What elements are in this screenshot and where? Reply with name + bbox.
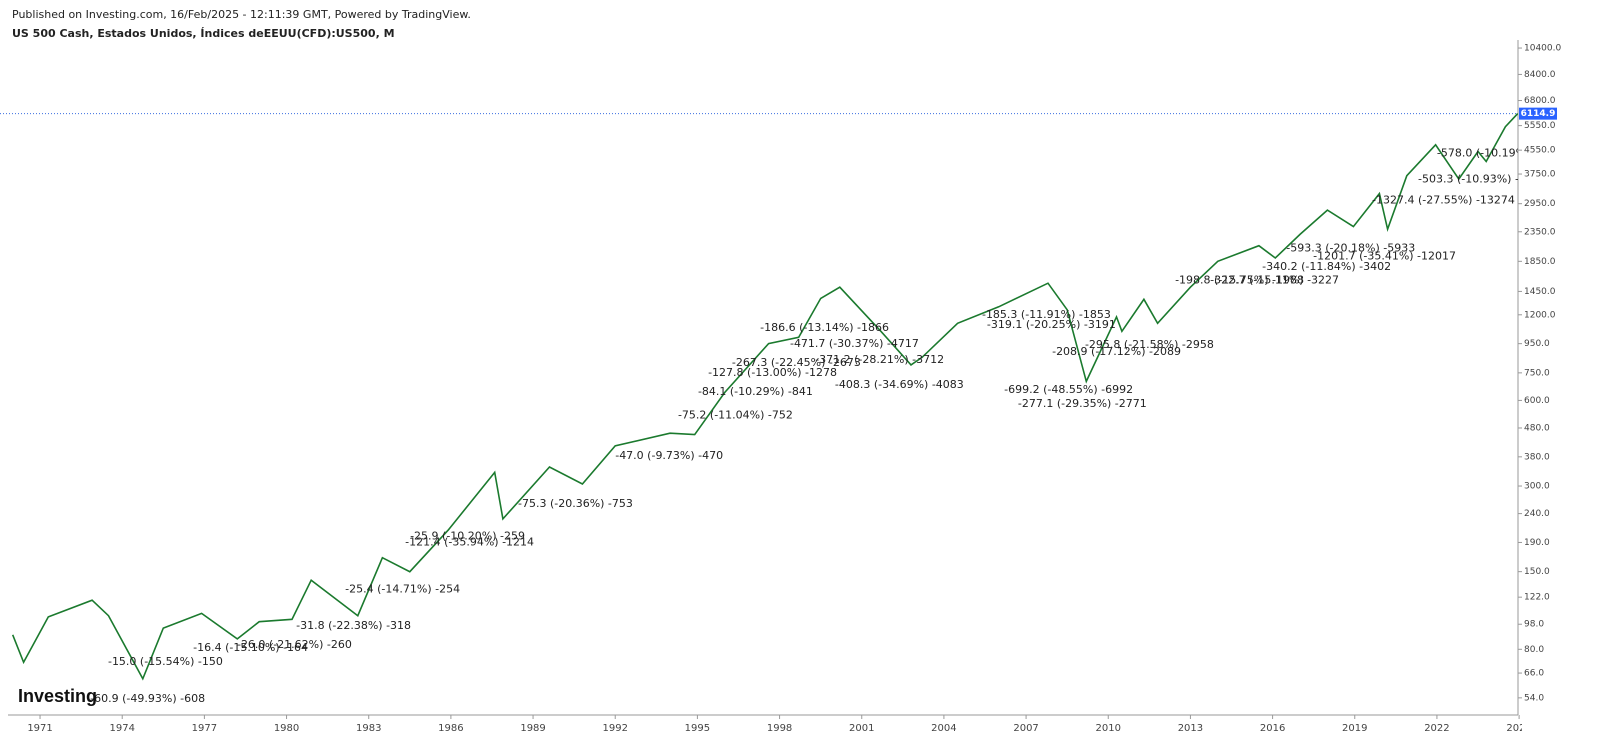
y-tick-label: 1450.0 <box>1524 287 1556 297</box>
x-tick-label: 2025 <box>1506 723 1531 734</box>
x-tick-label: 1971 <box>27 723 52 734</box>
drawdown-annotation: -277.1 (-29.35%) -2771 <box>1018 397 1147 410</box>
y-tick-label: 750.0 <box>1524 368 1550 378</box>
y-tick-label: 380.0 <box>1524 452 1550 462</box>
drawdown-annotation: -60.9 (-49.93%) -608 <box>90 692 205 705</box>
drawdown-annotation: -84.1 (-10.29%) -841 <box>698 385 813 398</box>
y-tick-label: 122.0 <box>1524 593 1550 603</box>
drawdown-annotation: -127.8 (-13.00%) -1278 <box>708 366 837 379</box>
drawdown-annotation: -1327.4 (-27.55%) -13274 <box>1372 194 1515 207</box>
x-tick-label: 1992 <box>603 723 628 734</box>
logo: Investing <box>18 686 97 706</box>
y-tick-label: 3750.0 <box>1524 170 1556 180</box>
drawdown-annotation: -16.4 (-15.10%) -164 <box>193 641 308 654</box>
x-tick-label: 1977 <box>192 723 217 734</box>
y-tick-label: 5550.0 <box>1524 121 1556 131</box>
y-tick-label: 66.0 <box>1524 669 1544 679</box>
y-tick-label: 54.0 <box>1524 693 1544 703</box>
last-price-label: 6114.9 <box>1521 109 1556 119</box>
y-tick-label: 2350.0 <box>1524 227 1556 237</box>
x-tick-label: 2019 <box>1342 723 1367 734</box>
x-tick-label: 1998 <box>767 723 792 734</box>
y-tick-label: 600.0 <box>1524 396 1550 406</box>
drawdown-annotation: -371.2 (-28.21%) -3712 <box>815 353 944 366</box>
y-tick-label: 950.0 <box>1524 339 1550 349</box>
y-tick-label: 2950.0 <box>1524 199 1556 209</box>
drawdown-annotation: -198.8 (-15.75%) -1988 <box>1175 274 1304 287</box>
drawdown-annotation: -25.4 (-14.71%) -254 <box>345 583 460 596</box>
x-tick-label: 1974 <box>109 723 134 734</box>
drawdown-annotation: -15.0 (-15.54%) -150 <box>108 655 223 668</box>
y-tick-label: 1850.0 <box>1524 257 1556 267</box>
drawdown-annotation: -1201.7 (-35.41%) -12017 <box>1313 250 1456 263</box>
drawdown-annotation: -295.8 (-21.58%) -2958 <box>1085 338 1214 351</box>
drawdown-annotation: -699.2 (-48.55%) -6992 <box>1004 383 1133 396</box>
axes: 54.0 66.0 80.0 98.0 122.0 150.0 190.0 240.0 300.… <box>39 44 1561 719</box>
drawdown-annotation: -408.3 (-34.69%) -4083 <box>835 378 964 391</box>
y-tick-label: 240.0 <box>1524 509 1550 519</box>
x-tick-label: 1986 <box>438 723 463 734</box>
x-tick-labels: 1971 1974 1977 1980 1983 1986 1989 1992 1995 1998… <box>27 723 1531 734</box>
x-tick-label: 2016 <box>1260 723 1285 734</box>
x-tick-label: 2010 <box>1096 723 1121 734</box>
drawdown-annotation: -593.3 (-20.18%) -5933 <box>1286 242 1415 255</box>
drawdown-annotation: -319.1 (-20.25%) -3191 <box>987 318 1116 331</box>
x-tick-label: 1983 <box>356 723 381 734</box>
drawdown-annotation: -121.4 (-35.94%) -1214 <box>405 535 534 548</box>
y-tick-label: 98.0 <box>1524 620 1544 630</box>
y-tick-label: 6800.0 <box>1524 96 1556 106</box>
x-tick-label: 1995 <box>685 723 710 734</box>
x-tick-label: 2013 <box>1178 723 1203 734</box>
drawdown-annotation: -503.3 (-10.93%) -5033 <box>1418 172 1547 185</box>
y-tick-label: 300.0 <box>1524 482 1550 492</box>
y-tick-label: 1200.0 <box>1524 310 1556 320</box>
y-tick-label: 480.0 <box>1524 423 1550 433</box>
last-price-box <box>1519 107 1557 120</box>
y-tick-label: 190.0 <box>1524 538 1550 548</box>
y-tick-label: 10400.0 <box>1524 44 1561 54</box>
drawdown-annotation: -26.0 (-21.62%) -260 <box>237 638 352 651</box>
drawdown-annotation: -75.2 (-11.04%) -752 <box>678 408 793 421</box>
drawdown-annotation: -208.9 (-17.12%) -2089 <box>1052 345 1181 358</box>
plot-area: -60.9 (-49.93%) -608 -15.0 (-15.54%) -150… <box>11 113 1566 705</box>
y-tick-label: 4550.0 <box>1524 146 1556 156</box>
chart-title: US 500 Cash, Estados Unidos, Índices deE… <box>12 27 395 40</box>
drawdown-annotation: -47.0 (-9.73%) -470 <box>615 449 723 462</box>
y-tick-label: 80.0 <box>1524 645 1544 655</box>
x-tick-label: 1980 <box>274 723 299 734</box>
drawdown-annotation: -25.9 (-10.20%) -259 <box>410 529 525 542</box>
x-tick-label: 2022 <box>1424 723 1449 734</box>
drawdown-annotation: -471.7 (-30.37%) -4717 <box>790 337 919 350</box>
drawdown-annotation: -340.2 (-11.84%) -3402 <box>1262 260 1391 273</box>
x-tick-label: 2004 <box>931 723 956 734</box>
x-tick-label: 2007 <box>1013 723 1038 734</box>
x-tick-label: 1989 <box>520 723 545 734</box>
y-tick-label: 8400.0 <box>1524 70 1556 80</box>
drawdown-annotation: -322.7 (-15.11%) -3227 <box>1210 274 1339 287</box>
drawdown-annotation: -267.3 (-22.45%) -2673 <box>732 356 861 369</box>
x-tick-label: 2001 <box>849 723 874 734</box>
drawdown-annotation: -185.3 (-11.91%) -1853 <box>982 308 1111 321</box>
drawdown-annotation: -186.6 (-13.14%) -1866 <box>760 321 889 334</box>
drawdown-annotation: -75.3 (-20.36%) -753 <box>518 497 633 510</box>
y-tick-label: 150.0 <box>1524 567 1550 577</box>
price-line <box>11 113 1518 681</box>
drawdown-annotation: -578.0 (-10.19%) -5780 <box>1437 146 1566 159</box>
source-note: Published on Investing.com, 16/Feb/2025 … <box>12 8 471 21</box>
drawdown-annotation: -31.8 (-22.38%) -318 <box>296 619 411 632</box>
